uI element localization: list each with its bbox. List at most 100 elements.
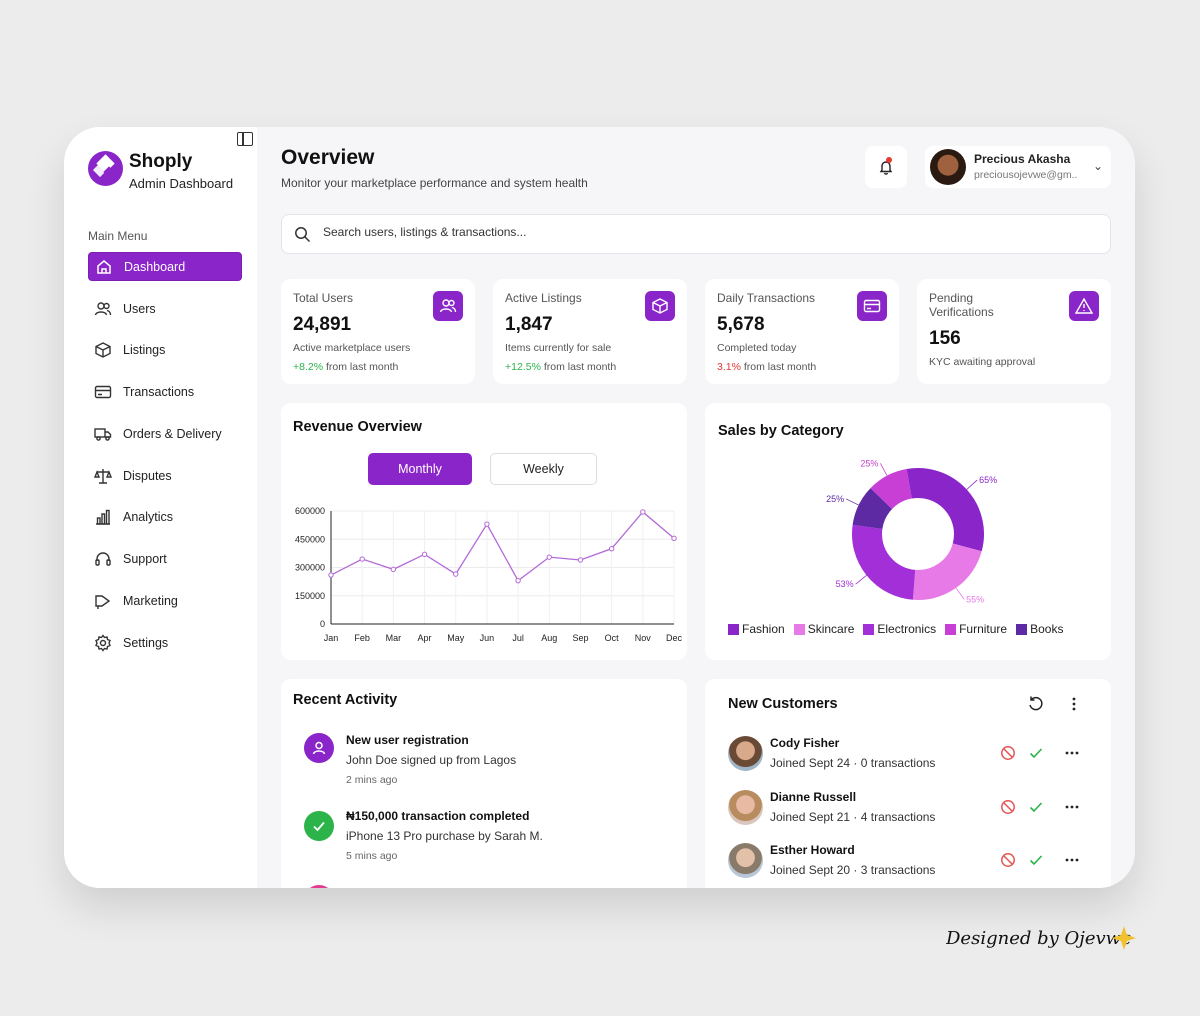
slice-electronics	[852, 524, 917, 600]
sidebar-item-label: Listings	[123, 342, 166, 357]
legend-label: Skincare	[807, 622, 855, 636]
data-point	[671, 535, 677, 542]
legend-swatch	[793, 623, 805, 635]
revenue-line-chart: 0 150000 300000 450000 600000 Jan Feb Mar Apr May…	[295, 506, 683, 643]
data-point	[640, 509, 646, 515]
warning-icon	[1069, 291, 1099, 321]
card-title: Revenue Overview	[293, 419, 422, 435]
designer-signature: Designed by Ojevwe	[946, 926, 1136, 950]
truck-icon	[94, 425, 112, 443]
trend-value: +12.5%	[505, 361, 541, 373]
activity-description: iPhone 13 Pro purchase by Sarah M.	[346, 829, 543, 843]
shoply-logo-icon	[88, 151, 123, 186]
trend-suffix: from last month	[540, 361, 617, 373]
slice-label: 65%	[979, 475, 997, 485]
data-point	[515, 577, 521, 584]
slice-label: 25%	[826, 494, 844, 504]
users-icon	[94, 300, 112, 318]
legend-label: Books	[1030, 622, 1064, 636]
more-vertical-icon[interactable]	[1065, 695, 1083, 713]
stat-card-total-users: Total Users 24,891 Active marketplace us…	[281, 279, 475, 384]
x-tick-label: Feb	[354, 633, 370, 643]
sidebar-item-analytics[interactable]: Analytics	[88, 502, 242, 531]
sidebar-item-settings[interactable]: Settings	[88, 628, 242, 657]
sidebar-item-support[interactable]: Support	[88, 544, 242, 573]
stat-trend: +12.5% from last month	[505, 361, 616, 373]
main-menu-label: Main Menu	[88, 229, 148, 243]
svg-text:Designed by Ojevwe: Designed by Ojevwe	[946, 928, 1132, 949]
approve-check-icon[interactable]	[1028, 852, 1044, 868]
approve-check-icon[interactable]	[1028, 745, 1044, 761]
approve-check-icon[interactable]	[1028, 799, 1044, 815]
y-tick-label: 300000	[295, 563, 325, 573]
block-icon[interactable]	[1000, 745, 1016, 761]
sidebar-item-marketing[interactable]: Marketing	[88, 586, 242, 615]
legend-swatch	[1016, 623, 1028, 635]
x-tick-label: Jul	[512, 633, 524, 643]
customer-meta: Joined Sept 21 · 4 transactions	[770, 810, 936, 824]
sidebar-item-disputes[interactable]: Disputes	[88, 461, 242, 490]
more-horizontal-icon[interactable]	[1064, 799, 1080, 815]
slice-label: 55%	[966, 594, 984, 604]
tab-weekly[interactable]: Weekly	[490, 453, 597, 485]
customer-name: Dianne Russell	[770, 790, 857, 804]
customer-name: Esther Howard	[770, 843, 855, 857]
legend-item-skincare: Skincare	[793, 622, 855, 636]
legend-item-furniture: Furniture	[945, 622, 1007, 636]
x-tick-label: Jun	[480, 633, 495, 643]
stat-description: Items currently for sale	[505, 342, 612, 354]
legend-swatch	[728, 623, 739, 635]
more-horizontal-icon[interactable]	[1064, 852, 1080, 868]
stat-card-daily-transactions: Daily Transactions 5,678 Completed today…	[705, 279, 899, 384]
gear-icon	[94, 633, 112, 652]
stat-label: Total Users	[293, 291, 354, 305]
slice-label: 53%	[836, 579, 854, 589]
tab-monthly[interactable]: Monthly	[368, 453, 472, 485]
notifications-button[interactable]	[865, 146, 907, 188]
chevron-down-icon[interactable]: ⌄	[1092, 159, 1103, 173]
card-icon	[857, 291, 887, 321]
y-tick-label: 0	[320, 619, 325, 629]
slice-label: 25%	[860, 458, 878, 468]
new-customers-card: New Customers Cody Fisher Joined Sept 24…	[705, 679, 1111, 888]
more-horizontal-icon[interactable]	[1064, 745, 1080, 761]
card-title: Recent Activity	[293, 692, 398, 708]
slice-skincare	[912, 542, 982, 600]
refresh-icon[interactable]	[1027, 695, 1045, 713]
stat-trend: +8.2% from last month	[293, 361, 398, 373]
sidebar-item-listings[interactable]: Listings	[88, 335, 242, 364]
activity-icon	[304, 885, 334, 888]
sidebar-item-label: Disputes	[123, 468, 172, 483]
revenue-overview-card: Revenue Overview Monthly Weekly 0 150000 3…	[281, 403, 687, 660]
legend-swatch	[945, 623, 957, 635]
data-point	[453, 571, 459, 577]
block-icon[interactable]	[1000, 799, 1016, 815]
sidebar-item-transactions[interactable]: Transactions	[88, 377, 242, 406]
label-leader	[955, 587, 965, 600]
analytics-icon	[94, 508, 112, 526]
y-tick-label: 450000	[295, 534, 325, 544]
sidebar-collapse-icon[interactable]	[237, 132, 253, 146]
series-line	[330, 511, 675, 582]
label-leader	[855, 575, 867, 585]
data-point	[577, 557, 584, 563]
x-tick-label: Sep	[572, 633, 588, 643]
stat-value: 5,678	[717, 314, 765, 335]
stat-description: Completed today	[717, 342, 797, 354]
profile-name: Precious Akasha	[974, 152, 1071, 166]
sidebar-item-users[interactable]: Users	[88, 294, 242, 323]
data-point	[328, 572, 334, 578]
search-input[interactable]	[323, 225, 1083, 239]
customer-name: Cody Fisher	[770, 736, 840, 750]
sidebar-item-label: Dashboard	[124, 259, 186, 274]
customer-row: Dianne Russell Joined Sept 21 · 4 transa…	[728, 788, 1088, 828]
block-icon[interactable]	[1000, 852, 1016, 868]
sidebar-item-dashboard[interactable]: Dashboard	[88, 252, 242, 281]
avatar	[728, 790, 763, 825]
page-title: Overview	[281, 146, 375, 169]
search-bar	[281, 214, 1111, 254]
slice-books	[852, 488, 893, 530]
profile-menu[interactable]: Precious Akasha preciousojevwe@gm.. ⌄	[925, 146, 1111, 188]
sidebar-item-orders-delivery[interactable]: Orders & Delivery	[88, 419, 242, 448]
data-point	[390, 566, 397, 573]
